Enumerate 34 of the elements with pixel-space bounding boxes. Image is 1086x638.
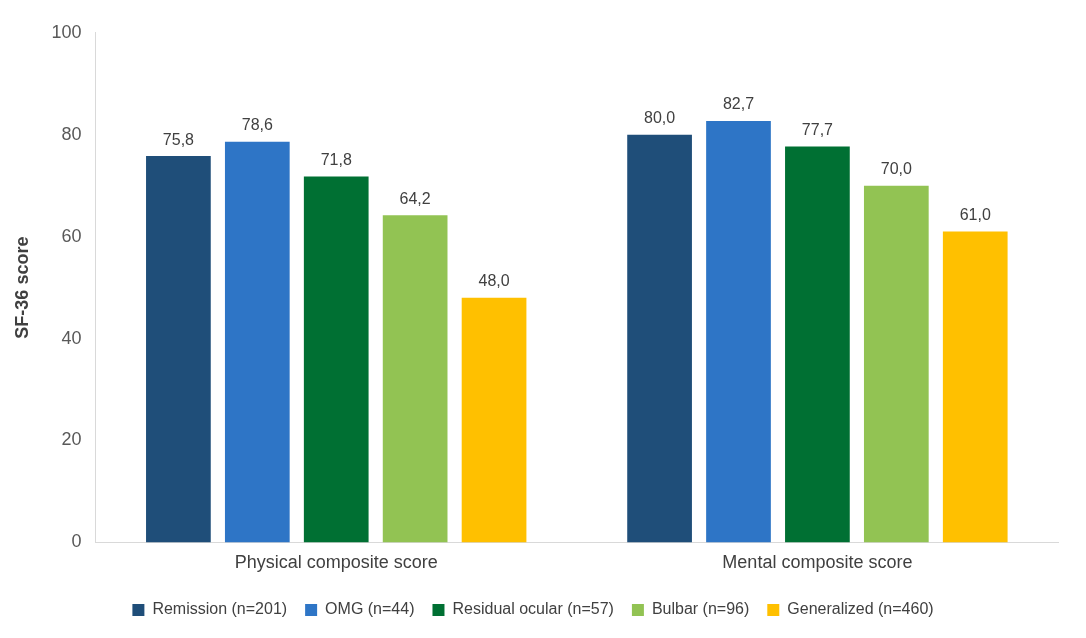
bar <box>785 146 850 543</box>
y-tick-label: 100 <box>51 21 82 42</box>
data-label: 78,6 <box>241 116 273 134</box>
bar <box>382 215 448 543</box>
y-axis-title: SF-36 score <box>11 236 32 339</box>
y-tick-label: 60 <box>61 225 82 246</box>
bar <box>461 297 527 543</box>
bar <box>942 231 1008 543</box>
data-label: 75,8 <box>162 130 195 148</box>
legend-label: Residual ocular (n=57) <box>452 600 614 618</box>
bar <box>627 134 692 543</box>
data-label: 77,7 <box>801 120 834 138</box>
y-tick-label: 80 <box>61 123 82 144</box>
legend-label: Remission (n=201) <box>152 600 288 618</box>
bar <box>863 185 929 543</box>
data-label: 82,7 <box>722 95 755 113</box>
data-label: 80,0 <box>644 109 676 127</box>
data-label: 61,0 <box>959 205 991 223</box>
x-tick-label: Mental composite score <box>722 552 913 573</box>
data-label: 70,0 <box>880 160 912 178</box>
data-label: 64,2 <box>399 189 431 207</box>
legend-label: Bulbar (n=96) <box>651 600 750 618</box>
bar <box>706 120 771 543</box>
x-tick-label: Physical composite score <box>234 552 438 573</box>
bar <box>303 176 369 543</box>
bar <box>146 156 211 543</box>
data-label: 48,0 <box>478 272 510 290</box>
y-tick-label: 20 <box>61 429 82 450</box>
bar <box>224 141 290 543</box>
y-tick-label: 0 <box>71 531 82 552</box>
data-label: 71,8 <box>320 150 352 168</box>
legend-label: Generalized (n=460) <box>787 600 934 618</box>
y-tick-label: 40 <box>61 327 82 348</box>
legend-label: OMG (n=44) <box>325 600 415 618</box>
